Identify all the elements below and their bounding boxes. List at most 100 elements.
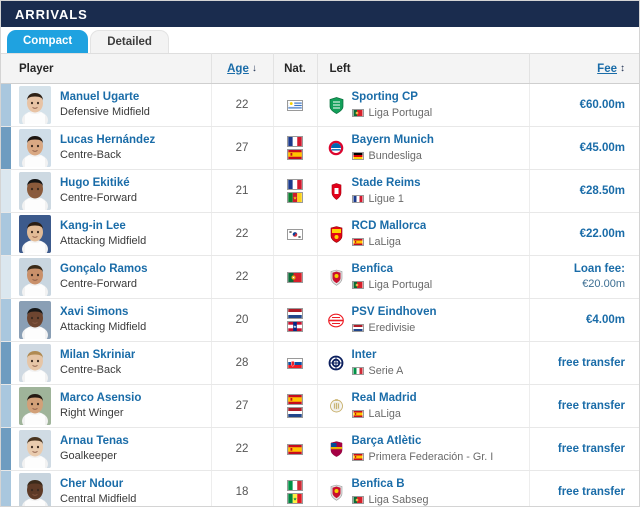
row-accent-bar [1,428,11,470]
league-name-link[interactable]: Liga Portugal [368,107,433,120]
league-name-link[interactable]: LaLiga [368,408,401,421]
cell-left-club: Inter Serie A [317,341,530,385]
sort-age-link[interactable]: Age [227,62,249,75]
league-name-link[interactable]: Liga Portugal [368,279,433,292]
club-crest-icon[interactable] [328,354,345,373]
player-name-link[interactable]: Xavi Simons [60,306,129,319]
tab-detailed[interactable]: Detailed [90,30,169,53]
club-name-link[interactable]: Benfica B [351,477,405,490]
svg-text:★: ★ [293,496,298,501]
player-name-link[interactable]: Arnau Tenas [60,435,129,448]
league-name-link[interactable]: Primera Federación - Gr. I [368,451,494,464]
column-header-fee[interactable]: Fee ↕ [529,53,639,84]
tab-compact[interactable]: Compact [7,30,89,53]
fee-value: €28.50m [579,184,625,197]
cell-left-club: RCD Mallorca LaLiga [317,212,530,256]
row-accent-bar [1,256,11,298]
club-crest-icon[interactable] [328,182,345,201]
club-crest-icon[interactable] [328,268,345,287]
nationality-flag-icon [287,394,303,405]
cell-age: 27 [211,126,274,170]
player-photo[interactable] [19,430,51,468]
league-flag-icon [351,367,364,376]
player-photo[interactable] [19,86,51,124]
table-row[interactable]: Cher Ndour Central Midfield 18 ★ Benfica B Li… [1,470,639,507]
club-crest-icon[interactable] [328,139,345,158]
player-name-link[interactable]: Cher Ndour [60,478,124,491]
player-name-link[interactable]: Hugo Ekitiké [60,177,130,190]
table-row[interactable]: Marco Asensio Right Winger 27 Real Madrid La… [1,384,639,428]
player-photo[interactable] [19,473,51,506]
cell-fee: €60.00m [529,83,639,127]
league-name-link[interactable]: Bundesliga [368,150,422,163]
svg-text:★: ★ [293,324,297,329]
cell-player: Marco Asensio Right Winger [1,384,212,428]
table-row[interactable]: Gonçalo Ramos Centre-Forward 22 Benfica Liga… [1,255,639,299]
club-crest-icon[interactable] [328,225,345,244]
player-name-link[interactable]: Milan Skriniar [60,349,136,362]
league-name-link[interactable]: Liga Sabseg [368,494,429,507]
player-name-link[interactable]: Marco Asensio [60,392,142,405]
loan-fee-label: Loan fee: [573,263,625,276]
player-position: Central Midfield [60,492,137,505]
club-crest-icon[interactable] [328,311,345,330]
club-crest-icon[interactable] [328,96,345,115]
player-position: Attacking Midfield [60,320,147,333]
league-flag-icon [351,109,364,118]
table-row[interactable]: Manuel Ugarte Defensive Midfield 22 Sportin… [1,83,639,127]
player-photo[interactable] [19,344,51,382]
club-crest-icon[interactable] [328,483,345,502]
cell-player: Hugo Ekitiké Centre-Forward [1,169,212,213]
table-body: Manuel Ugarte Defensive Midfield 22 Sportin… [1,83,639,507]
cell-left-club: Benfica B Liga Sabseg [317,470,530,507]
club-crest-icon[interactable] [328,397,345,416]
club-name-link[interactable]: RCD Mallorca [351,219,427,232]
player-name-link[interactable]: Lucas Hernández [60,134,156,147]
player-photo[interactable] [19,387,51,425]
table-row[interactable]: Hugo Ekitiké Centre-Forward 21 ★ Stade Reims… [1,169,639,213]
player-photo[interactable] [19,258,51,296]
cell-nationality [273,83,318,127]
cell-age: 22 [211,427,274,471]
league-name-link[interactable]: Eredivisie [368,322,416,335]
cell-player: Cher Ndour Central Midfield [1,470,212,506]
table-row[interactable]: Kang-in Lee Attacking Midfield 22 RCD Mallo… [1,212,639,256]
table-row[interactable]: Arnau Tenas Goalkeeper 22 Barça Atlètic Prim… [1,427,639,471]
cell-age: 22 [211,83,274,127]
league-name-link[interactable]: Serie A [368,365,404,378]
sort-desc-icon[interactable]: ↓ [251,62,257,74]
club-name-link[interactable]: Stade Reims [351,176,421,189]
nationality-flag-icon [287,179,303,190]
player-photo[interactable] [19,215,51,253]
club-crest-icon[interactable] [328,440,345,459]
sort-fee-link[interactable]: Fee [597,62,617,75]
club-name-link[interactable]: Real Madrid [351,391,417,404]
cell-player: Gonçalo Ramos Centre-Forward [1,255,212,299]
player-photo[interactable] [19,129,51,167]
league-flag-icon [351,410,364,419]
league-flag-icon [351,195,364,204]
player-photo[interactable] [19,301,51,339]
cell-nationality: ★ [273,169,318,213]
club-name-link[interactable]: Inter [351,348,377,361]
club-name-link[interactable]: Sporting CP [351,90,418,103]
nationality-flag-icon [287,357,303,369]
club-name-link[interactable]: Benfica [351,262,394,275]
league-name-link[interactable]: Ligue 1 [368,193,404,206]
column-header-left: Left [317,53,530,84]
table-row[interactable]: Xavi Simons Attacking Midfield 20 ★ PSV Eind… [1,298,639,342]
league-name-link[interactable]: LaLiga [368,236,401,249]
player-name-link[interactable]: Manuel Ugarte [60,91,140,104]
club-name-link[interactable]: Barça Atlètic [351,434,422,447]
sort-both-icon[interactable]: ↕ [620,62,625,74]
nationality-flag-icon: ★ [287,321,303,332]
player-name-link[interactable]: Gonçalo Ramos [60,263,148,276]
player-photo[interactable] [19,172,51,210]
club-name-link[interactable]: Bayern Munich [351,133,434,146]
player-name-link[interactable]: Kang-in Lee [60,220,126,233]
column-header-age[interactable]: Age ↓ [211,53,274,84]
club-name-link[interactable]: PSV Eindhoven [351,305,437,318]
table-row[interactable]: Lucas Hernández Centre-Back 27 Bayern Munic… [1,126,639,170]
nationality-flag-icon [287,136,303,147]
